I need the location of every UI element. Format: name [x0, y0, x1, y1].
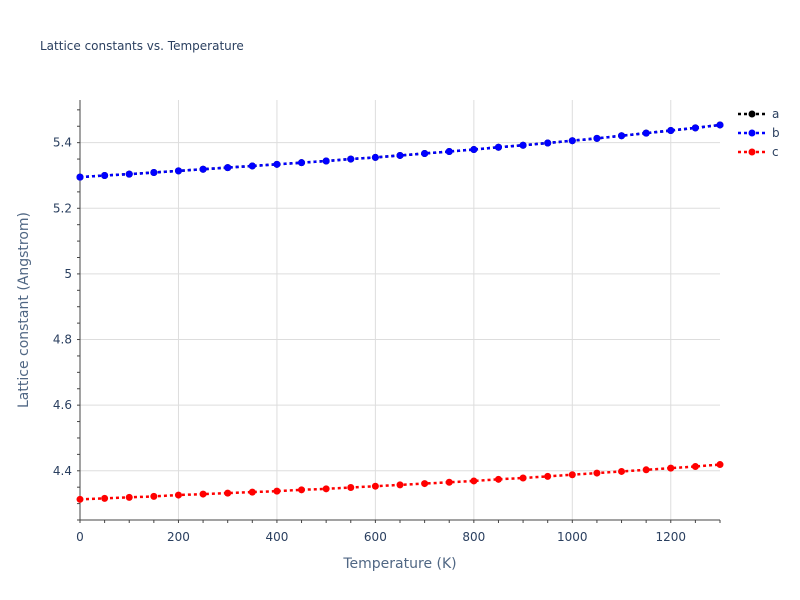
series-layer — [76, 121, 724, 503]
series-c-point — [716, 461, 724, 469]
series-c-point — [273, 487, 281, 495]
series-b-point — [224, 164, 232, 172]
series-b-point — [494, 143, 502, 151]
series-b-point — [248, 162, 256, 170]
tick-labels: 0 200 400 600 800 1000 1200 4.4 4.6 4.8 5 5.2 5.4 — [53, 136, 686, 544]
series-c-point — [642, 466, 650, 474]
grid-lines — [80, 100, 720, 520]
series-b-point — [273, 160, 281, 168]
series-b-point — [101, 171, 109, 179]
series-c-point — [150, 492, 158, 500]
x-tick-label: 400 — [265, 530, 288, 544]
series-b-point — [371, 153, 379, 161]
series-c-point — [445, 478, 453, 486]
series-b-point — [445, 148, 453, 156]
series-c-point — [347, 484, 355, 492]
series-c-point — [667, 464, 675, 472]
legend-swatch-marker — [748, 129, 756, 137]
y-tick-label: 4.8 — [53, 333, 72, 347]
series-b-point — [125, 170, 133, 178]
series-b-point — [150, 169, 158, 177]
series-c-point — [519, 474, 527, 482]
x-tick-label: 600 — [364, 530, 387, 544]
series-b-point — [667, 127, 675, 135]
series-b-point — [716, 121, 724, 129]
legend-label: c — [772, 145, 779, 159]
series-c-point — [76, 495, 84, 503]
series-b-point — [347, 155, 355, 163]
series-c-point — [470, 477, 478, 485]
y-tick-label: 5.4 — [53, 136, 72, 150]
series-b-point — [593, 134, 601, 142]
y-tick-label: 4.4 — [53, 464, 72, 478]
series-b — [76, 121, 724, 181]
y-axis-title: Lattice constant (Angstrom) — [16, 212, 32, 408]
x-axis-title: Temperature (K) — [342, 556, 456, 572]
series-c-point — [101, 494, 109, 502]
legend-swatch-marker — [748, 110, 756, 118]
series-c-point — [298, 486, 306, 494]
axes — [77, 100, 721, 523]
series-c-point — [421, 480, 429, 488]
series-b-point — [322, 157, 330, 165]
series-c-point — [568, 471, 576, 479]
series-b-point — [421, 149, 429, 157]
legend[interactable]: abc — [738, 107, 780, 159]
series-b-point — [174, 167, 182, 175]
series-c-point — [618, 467, 626, 475]
series-c-point — [199, 490, 207, 498]
legend-item-c[interactable]: c — [738, 145, 779, 159]
series-c-point — [396, 481, 404, 489]
series-b-point — [519, 141, 527, 149]
series-b-point — [618, 132, 626, 140]
series-c-point — [371, 482, 379, 490]
series-b-point — [691, 124, 699, 132]
x-tick-label: 1000 — [557, 530, 588, 544]
y-tick-label: 5 — [64, 267, 72, 281]
series-c-point — [174, 491, 182, 499]
x-tick-label: 800 — [462, 530, 485, 544]
series-b-point — [396, 151, 404, 159]
series-b-point — [544, 139, 552, 147]
legend-swatch-marker — [748, 148, 756, 156]
series-c-point — [248, 488, 256, 496]
series-c-point — [494, 475, 502, 483]
series-b-point — [470, 146, 478, 154]
series-b-point — [568, 137, 576, 145]
legend-item-a[interactable]: a — [738, 107, 779, 121]
series-c-point — [224, 489, 232, 497]
series-b-point — [76, 173, 84, 181]
y-tick-label: 5.2 — [53, 201, 72, 215]
x-tick-label: 0 — [76, 530, 84, 544]
series-b-point — [298, 159, 306, 167]
legend-label: a — [772, 107, 779, 121]
series-b-point — [199, 165, 207, 173]
series-c — [76, 461, 724, 503]
series-c-point — [322, 485, 330, 493]
legend-item-b[interactable]: b — [738, 126, 780, 140]
series-b-point — [642, 129, 650, 137]
series-c-point — [544, 472, 552, 480]
chart-title: Lattice constants vs. Temperature — [40, 39, 244, 53]
x-tick-label: 200 — [167, 530, 190, 544]
y-tick-label: 4.6 — [53, 398, 72, 412]
series-c-point — [125, 493, 133, 501]
series-c-point — [691, 463, 699, 471]
legend-label: b — [772, 126, 780, 140]
series-c-point — [593, 469, 601, 477]
x-tick-label: 1200 — [655, 530, 686, 544]
